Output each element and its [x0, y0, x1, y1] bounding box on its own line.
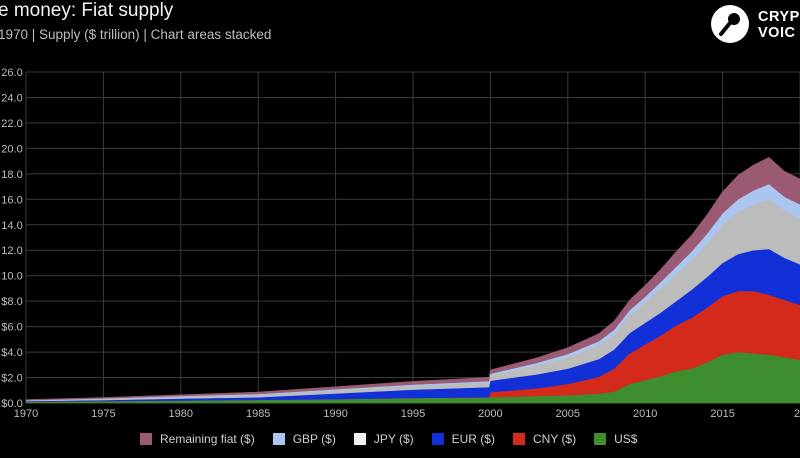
axes: $0.0 $2.0 $4.0 $6.0 $8.0 10.0 12.0 14.0 16.0 18.0…: [1, 67, 800, 420]
legend-swatch: [353, 433, 366, 445]
legend-label: US$: [614, 432, 638, 446]
logo-text-line2: VOIC: [758, 25, 796, 41]
x-tick-label: 1995: [401, 408, 425, 420]
legend-item: JPY ($): [353, 432, 414, 446]
logo-text-line1: CRYP: [758, 9, 800, 25]
logo-text: CRYP VOIC: [758, 9, 800, 41]
y-tick-label: $4.0: [1, 347, 22, 359]
microphone-logo-icon: [711, 5, 749, 43]
x-tick-label: 1970: [14, 408, 38, 420]
logo: CRYP VOIC: [710, 4, 800, 46]
x-tick-label: 1975: [91, 408, 115, 420]
area-remaining-fiat: [25, 156, 800, 401]
y-tick-label: 14.0: [1, 220, 22, 232]
y-tick-label: 24.0: [1, 92, 22, 104]
x-tick-label: 1980: [169, 408, 193, 420]
chart-legend: Remaining fiat ($) GBP ($) JPY ($) EUR ($) C…: [140, 432, 637, 446]
x-tick-label: 2010: [633, 408, 657, 420]
x-tick-label: 2000: [478, 408, 502, 420]
legend-item: GBP ($): [272, 432, 336, 446]
area-series: [25, 156, 800, 404]
legend-label: CNY ($): [532, 432, 577, 446]
y-tick-label: 10.0: [1, 271, 22, 283]
legend-swatch: [140, 433, 152, 445]
legend-swatch: [272, 433, 285, 445]
stacked-area-chart: $0.0 $2.0 $4.0 $6.0 $8.0 10.0 12.0 14.0 16.0 18.0…: [1, 67, 800, 420]
legend-swatch: [594, 433, 607, 445]
y-tick-label: $2.0: [1, 373, 22, 385]
legend-item: EUR ($): [431, 432, 495, 446]
chart-subtitle: 1970 | Supply ($ trillion) | Chart areas…: [0, 27, 272, 42]
y-tick-label: 18.0: [1, 169, 22, 181]
legend-label: GBP ($): [292, 432, 336, 446]
x-tick-label: 20: [794, 408, 800, 420]
legend-swatch: [512, 433, 525, 445]
legend-label: JPY ($): [373, 432, 414, 446]
y-tick-label: 20.0: [1, 143, 22, 155]
x-tick-label: 2015: [710, 408, 734, 420]
y-tick-label: $8.0: [1, 296, 22, 308]
legend-swatch: [431, 433, 444, 445]
y-tick-label: 22.0: [1, 118, 22, 130]
x-tick-label: 1985: [246, 408, 270, 420]
legend-label: Remaining fiat ($): [160, 432, 255, 446]
legend-item: CNY ($): [512, 432, 577, 446]
y-tick-label: 16.0: [1, 194, 22, 206]
legend-item: US$: [594, 432, 637, 446]
y-tick-label: $6.0: [1, 322, 22, 334]
y-tick-label: 12.0: [1, 245, 22, 257]
legend-label: EUR ($): [451, 432, 495, 446]
y-tick-label: $0.0: [1, 398, 22, 410]
y-tick-label: 26.0: [1, 67, 22, 79]
x-tick-label: 1990: [323, 408, 347, 420]
chart-title: e money: Fiat supply: [0, 0, 174, 21]
legend-item: Remaining fiat ($): [140, 432, 255, 446]
x-tick-label: 2005: [556, 408, 580, 420]
